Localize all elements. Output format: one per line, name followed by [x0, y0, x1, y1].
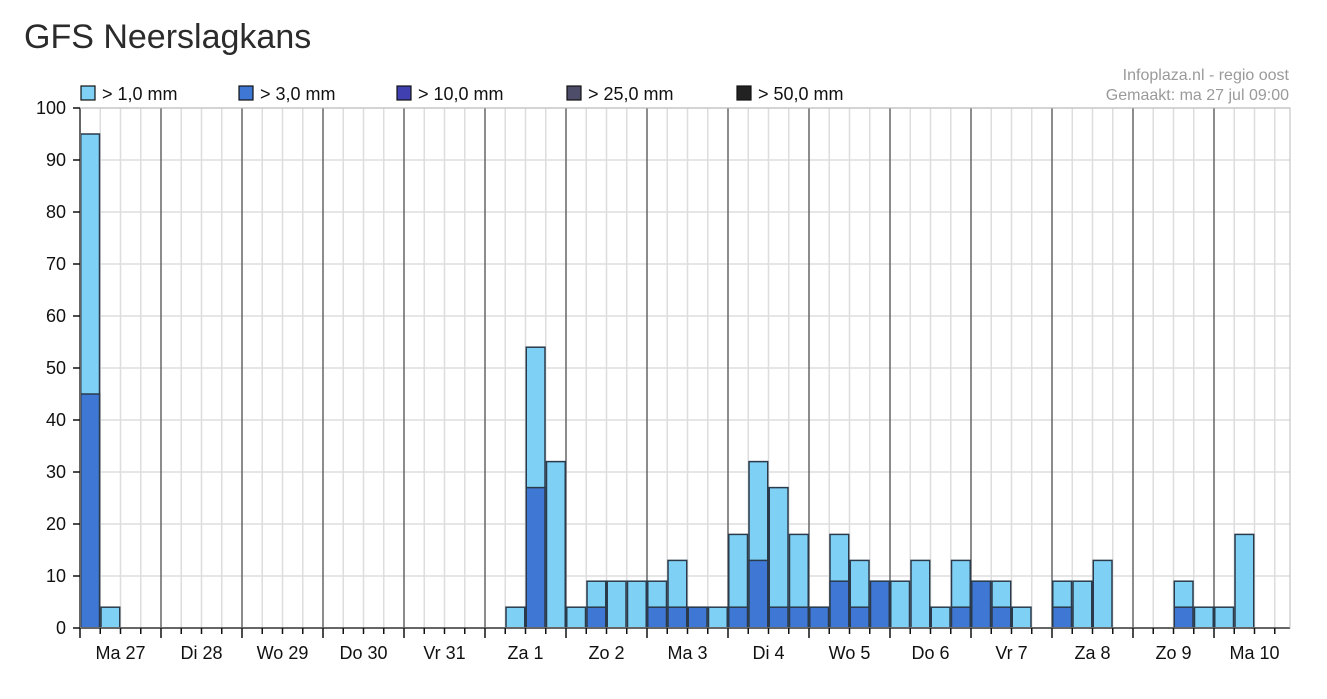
bar-over-1mm: [100, 606, 121, 629]
y-tick-label: 20: [46, 514, 66, 534]
bar-over-1mm: [910, 559, 931, 629]
legend-swatch: [566, 85, 582, 101]
x-tick-label: Ma 27: [95, 643, 145, 663]
y-tick-label: 10: [46, 566, 66, 586]
x-tick-label: Ma 10: [1229, 643, 1279, 663]
legend-label: > 25,0 mm: [588, 84, 674, 104]
page-title: GFS Neerslagkans: [24, 18, 312, 56]
legend-label: > 3,0 mm: [260, 84, 336, 104]
bar-over-3mm: [809, 606, 830, 629]
bar-over-1mm: [626, 580, 647, 629]
y-tick-label: 80: [46, 202, 66, 222]
credit-created: Gemaakt: ma 27 jul 09:00: [1106, 87, 1289, 104]
y-tick-label: 40: [46, 410, 66, 430]
bar-over-3mm: [869, 580, 890, 629]
x-tick-label: Wo 29: [257, 643, 309, 663]
y-tick-label: 70: [46, 254, 66, 274]
y-tick-label: 100: [36, 98, 66, 118]
chart-grid: [80, 107, 1290, 628]
y-tick-label: 30: [46, 462, 66, 482]
legend-swatch: [736, 85, 752, 101]
bar-over-1mm: [707, 606, 728, 629]
x-tick-label: Do 6: [911, 643, 949, 663]
legend-label: > 50,0 mm: [758, 84, 844, 104]
bar-over-1mm: [545, 460, 566, 629]
bar-over-3mm: [1173, 606, 1194, 629]
legend-swatch: [80, 85, 96, 101]
bar-over-1mm: [606, 580, 627, 629]
bar-over-3mm: [687, 606, 708, 629]
bar-over-3mm: [788, 606, 809, 629]
bar-over-1mm: [1072, 580, 1093, 629]
x-tick-label: Zo 9: [1155, 643, 1191, 663]
credit-source: Infoplaza.nl - regio oost: [1123, 67, 1290, 84]
bar-over-1mm: [505, 606, 526, 629]
chart-axes: 0 10 20 30 40 50 60 70 80 90 100 Ma 27 Di 28 Wo 29 Do …: [36, 98, 1291, 663]
legend-label: > 10,0 mm: [418, 84, 504, 104]
bar-over-3mm: [80, 393, 101, 629]
bar-over-3mm: [667, 606, 688, 629]
legend-swatch: [238, 85, 254, 101]
bar-over-1mm: [890, 580, 911, 629]
y-tick-label: 60: [46, 306, 66, 326]
bar-over-3mm: [971, 580, 992, 629]
y-tick-label: 90: [46, 150, 66, 170]
x-tick-label: Vr 31: [423, 643, 465, 663]
legend-label: > 1,0 mm: [102, 84, 178, 104]
x-tick-label: Di 28: [180, 643, 222, 663]
bar-over-3mm: [768, 606, 789, 629]
bar-over-1mm: [930, 606, 951, 629]
bar-over-3mm: [1052, 606, 1073, 629]
y-tick-label: 0: [56, 618, 66, 638]
bar-over-3mm: [525, 486, 546, 629]
bar-over-1mm: [1214, 606, 1235, 629]
bar-over-1mm: [566, 606, 587, 629]
bar-over-3mm: [647, 606, 668, 629]
x-tick-label: Do 30: [339, 643, 387, 663]
bar-over-3mm: [849, 606, 870, 629]
x-tick-label: Za 8: [1074, 643, 1110, 663]
bar-over-3mm: [991, 606, 1012, 629]
x-tick-label: Ma 3: [667, 643, 707, 663]
bar-over-1mm: [1234, 533, 1255, 629]
bar-over-3mm: [950, 606, 971, 629]
bar-over-3mm: [728, 606, 749, 629]
bar-over-3mm: [586, 606, 607, 629]
bar-over-3mm: [748, 559, 769, 629]
x-tick-label: Za 1: [507, 643, 543, 663]
y-tick-label: 50: [46, 358, 66, 378]
bar-over-1mm: [1011, 606, 1032, 629]
chart-legend: > 1,0 mm > 3,0 mm > 10,0 mm > 25,0 mm > 50,0…: [80, 84, 844, 104]
legend-swatch: [396, 85, 412, 101]
bar-over-3mm: [829, 580, 850, 629]
x-tick-label: Zo 2: [588, 643, 624, 663]
x-tick-label: Wo 5: [829, 643, 871, 663]
x-tick-label: Di 4: [752, 643, 784, 663]
bar-over-1mm: [1193, 606, 1214, 629]
bar-over-1mm: [1092, 559, 1113, 629]
x-tick-label: Vr 7: [995, 643, 1027, 663]
